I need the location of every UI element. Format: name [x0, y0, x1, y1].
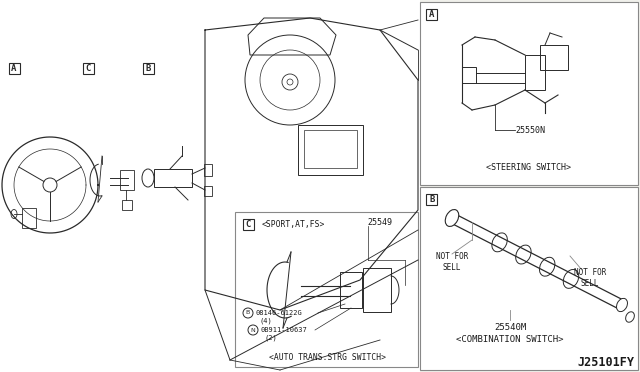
Bar: [426, 9, 438, 19]
Text: 25540M: 25540M: [494, 324, 526, 333]
Bar: [204, 186, 212, 196]
Text: <SPORT,AT,FS>: <SPORT,AT,FS>: [262, 219, 325, 228]
Bar: [420, 187, 638, 370]
Circle shape: [248, 325, 258, 335]
Bar: [0, 0, 420, 372]
Text: C: C: [85, 64, 91, 73]
Text: NOT FOR
SELL: NOT FOR SELL: [574, 268, 606, 288]
Text: C: C: [245, 219, 251, 228]
Bar: [243, 218, 253, 230]
Bar: [363, 268, 391, 312]
Text: <STEERING SWITCH>: <STEERING SWITCH>: [486, 163, 572, 171]
Text: (2): (2): [265, 335, 278, 341]
Bar: [22, 208, 36, 228]
Text: N: N: [251, 327, 255, 333]
Bar: [143, 62, 154, 74]
Text: NOT FOR
SELL: NOT FOR SELL: [436, 252, 468, 272]
Text: 0B911-10637: 0B911-10637: [261, 327, 308, 333]
Bar: [120, 170, 134, 190]
Bar: [304, 130, 357, 168]
Bar: [340, 272, 362, 308]
Text: B: B: [145, 64, 150, 73]
Bar: [525, 55, 545, 90]
Bar: [122, 200, 132, 210]
Text: B: B: [246, 311, 250, 315]
Bar: [204, 164, 212, 176]
Bar: [8, 62, 19, 74]
Circle shape: [243, 308, 253, 318]
Bar: [426, 193, 438, 205]
Ellipse shape: [142, 169, 154, 187]
Text: B: B: [429, 195, 435, 203]
Text: 08146-6122G: 08146-6122G: [256, 310, 303, 316]
Text: 25549: 25549: [367, 218, 392, 227]
Text: (4): (4): [260, 318, 273, 324]
Bar: [298, 125, 363, 175]
Ellipse shape: [626, 312, 634, 322]
Text: 25550N: 25550N: [515, 125, 545, 135]
Bar: [462, 67, 476, 83]
Ellipse shape: [445, 209, 459, 227]
Bar: [83, 62, 93, 74]
Text: A: A: [12, 64, 17, 73]
Bar: [154, 169, 192, 187]
Bar: [540, 45, 568, 70]
Bar: [235, 212, 418, 367]
Text: <AUTO TRANS.STRG SWITCH>: <AUTO TRANS.STRG SWITCH>: [269, 353, 387, 362]
Ellipse shape: [616, 298, 627, 312]
Text: J25101FY: J25101FY: [577, 356, 634, 369]
Text: <COMBINATION SWITCH>: <COMBINATION SWITCH>: [456, 336, 564, 344]
Bar: [420, 2, 638, 185]
Text: A: A: [429, 10, 435, 19]
